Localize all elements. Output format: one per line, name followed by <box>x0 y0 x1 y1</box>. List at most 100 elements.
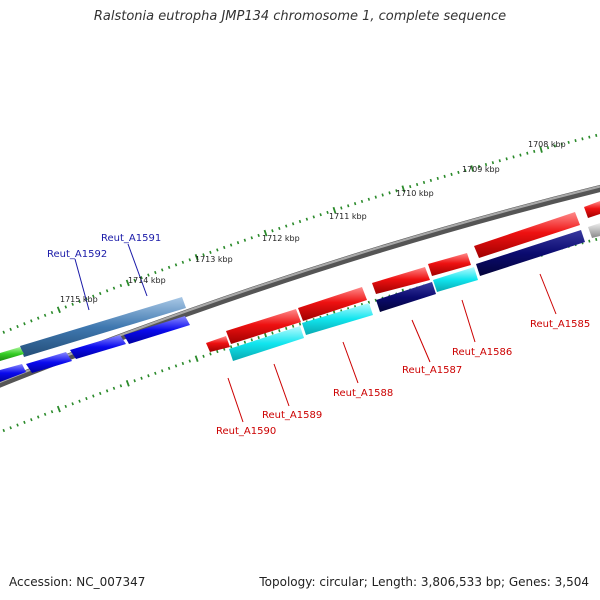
minor-tick <box>23 420 26 424</box>
minor-tick <box>202 354 205 358</box>
minor-tick <box>278 329 281 333</box>
minor-tick <box>43 412 47 416</box>
minor-tick <box>64 305 68 309</box>
minor-tick <box>312 215 315 219</box>
minor-tick <box>2 428 6 433</box>
minor-tick <box>78 299 81 304</box>
minor-tick <box>347 204 350 208</box>
minor-tick <box>271 229 274 233</box>
outer-tick-track <box>2 133 598 334</box>
minor-tick <box>216 248 219 252</box>
tick-label-1711: 1711 kbp <box>329 212 367 221</box>
minor-tick <box>285 224 288 228</box>
minor-tick <box>588 135 591 139</box>
gene-reut-a1590-red[interactable] <box>206 336 230 352</box>
minor-tick <box>16 324 19 329</box>
gene-reut-a1587-red[interactable] <box>372 267 430 294</box>
minor-tick <box>512 155 515 159</box>
gene-label-reut-a1586[interactable]: Reut_A1586 <box>452 347 512 358</box>
minor-tick <box>181 361 185 366</box>
gene-reut-a1586-red[interactable] <box>428 253 471 276</box>
minor-tick <box>395 189 398 193</box>
gene-green[interactable] <box>0 347 24 361</box>
minor-tick <box>78 399 81 403</box>
minor-tick <box>43 313 47 317</box>
gene-reut-a1589-cyan[interactable] <box>229 326 304 361</box>
minor-tick <box>188 359 191 363</box>
gene-label-reut-a1587[interactable]: Reut_A1587 <box>402 365 462 376</box>
major-tick <box>539 146 543 153</box>
minor-tick <box>560 142 563 146</box>
gene-label-reut-a1585[interactable]: Reut_A1585 <box>530 319 590 330</box>
minor-tick <box>133 278 136 282</box>
gene-reut-a1588-red[interactable] <box>298 287 367 321</box>
minor-tick <box>9 426 12 430</box>
minor-tick <box>360 199 364 204</box>
gene-label-reut-a1591[interactable]: Reut_A1591 <box>101 233 161 244</box>
gene-reut-a1585-navy[interactable] <box>476 230 585 276</box>
tick-label-1714: 1714 kbp <box>128 276 166 285</box>
minor-tick <box>209 352 212 356</box>
gene-grey[interactable] <box>588 223 600 238</box>
minor-tick <box>291 324 295 328</box>
minor-tick <box>533 149 536 153</box>
minor-tick <box>36 415 40 419</box>
minor-tick <box>216 349 219 354</box>
tick-label-1715: 1715 kbp <box>60 295 98 304</box>
minor-tick <box>409 185 412 189</box>
gene-label-reut-a1592[interactable]: Reut_A1592 <box>47 249 107 260</box>
gene-reut-a1588-cyan[interactable] <box>302 303 373 335</box>
gene-blue-4[interactable] <box>0 364 26 382</box>
minor-tick <box>16 423 19 427</box>
major-tick <box>332 206 337 214</box>
minor-tick <box>154 270 157 275</box>
gene-blue-steel[interactable] <box>20 297 186 357</box>
minor-tick <box>92 294 95 298</box>
tick-label-1710: 1710 kbp <box>396 189 434 198</box>
minor-tick <box>415 182 419 187</box>
minor-tick <box>147 374 150 378</box>
gene-reut-a1587-navy[interactable] <box>376 282 436 312</box>
minor-tick <box>160 369 164 373</box>
minor-tick <box>374 298 377 302</box>
gene-label-reut-a1588[interactable]: Reut_A1588 <box>333 388 393 399</box>
tick-label-1709: 1709 kbp <box>462 165 500 174</box>
major-tick <box>125 379 130 387</box>
gene-reut-a1589-red[interactable] <box>226 309 301 344</box>
minor-tick <box>367 197 371 201</box>
minor-tick <box>498 159 501 163</box>
gene-blue-3[interactable] <box>26 352 72 373</box>
minor-tick <box>174 263 178 267</box>
minor-tick <box>595 133 598 137</box>
gene-reut-a1585-red[interactable] <box>474 212 580 258</box>
minor-tick <box>105 289 109 293</box>
gene-label-reut-a1590[interactable]: Reut_A1590 <box>216 426 276 437</box>
label-leader-lines <box>74 243 557 423</box>
gene-blue-1[interactable] <box>124 316 190 344</box>
major-tick <box>56 306 61 314</box>
minor-tick <box>250 236 253 240</box>
gene-labels: Reut_A1585 Reut_A1586 Reut_A1587 Reut_A1… <box>47 233 590 437</box>
tick-label-1713: 1713 kbp <box>195 255 233 264</box>
major-tick <box>470 165 474 172</box>
minor-tick <box>23 322 26 326</box>
minor-tick <box>464 168 467 172</box>
minor-tick <box>477 164 481 169</box>
minor-tick <box>112 286 116 290</box>
major-tick <box>194 254 199 261</box>
minor-tick <box>553 144 557 148</box>
minor-tick <box>319 213 322 217</box>
tick-labels: 1708 kbp 1709 kbp 1710 kbp 1711 kbp 1712… <box>60 140 566 304</box>
gene-reut-a1586-cyan[interactable] <box>433 267 478 292</box>
minor-tick <box>119 384 123 388</box>
minor-tick <box>140 376 143 380</box>
gene-label-reut-a1589[interactable]: Reut_A1589 <box>262 410 322 421</box>
minor-tick <box>298 322 302 326</box>
minor-tick <box>167 265 171 269</box>
gene-red-edge[interactable] <box>584 201 600 218</box>
minor-tick <box>174 364 178 368</box>
minor-tick <box>422 180 426 185</box>
gene-blue-2[interactable] <box>70 335 126 359</box>
minor-tick <box>243 340 247 344</box>
